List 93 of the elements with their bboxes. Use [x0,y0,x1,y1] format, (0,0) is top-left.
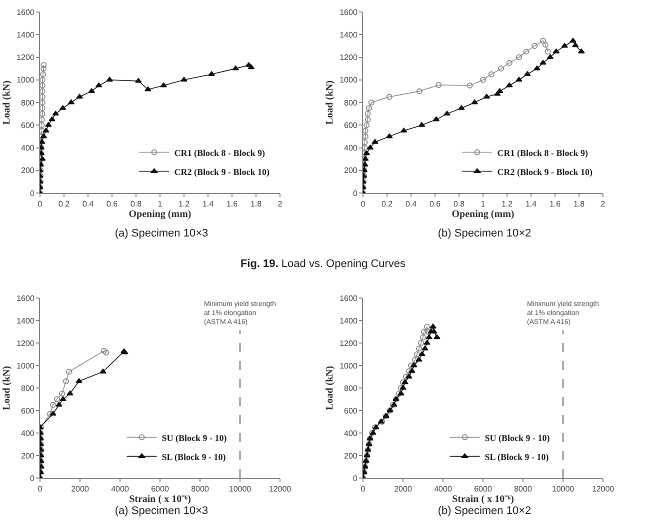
y-tick-label: 1000 [16,76,35,85]
y-tick-label: 800 [21,384,35,393]
y-tick-label: 0 [352,188,358,198]
x-axis-title: Opening (mm) [452,209,514,220]
x-tick-label: 10000 [552,484,575,494]
y-tick-label: 1600 [16,294,35,303]
legend-label: SL (Block 9 - 10) [484,452,549,462]
y-tick-label: 1400 [340,316,358,326]
x-tick-label: 0.4 [405,200,418,209]
y-tick-label: 400 [21,144,35,153]
x-tick-label: 0.2 [58,200,70,209]
x-tick-label: 2000 [394,484,412,494]
y-tick-label: 1200 [16,338,35,348]
legend-label: CR1 (Block 8 - Block 9) [497,148,588,158]
x-tick-label: 1.8 [250,200,262,209]
x-tick-label: 1.8 [573,200,586,209]
x-tick-label: 0.4 [82,200,94,209]
legend-label: CR2 (Block 9 - Block 10) [497,166,592,177]
y-tick-label: 1200 [340,53,358,62]
y-tick-label: 200 [344,166,358,176]
y-tick-label: 800 [21,98,35,108]
y-axis-title: Load (kN) [324,366,336,410]
x-tick-label: 2000 [71,484,90,494]
y-tick-label: 600 [344,406,358,416]
text: (b) Specimen 10×2 [438,505,532,518]
y-tick-label: 400 [344,428,358,438]
x-tick-label: 0 [360,200,366,209]
legend-label: CR2 (Block 9 - Block 10) [174,166,270,177]
x-tick-label: 1.6 [226,200,238,209]
y-tick-label: 400 [344,144,358,153]
y-tick-label: 1400 [16,30,35,40]
x-axis-title: Strain ( x 10⁻⁶) [129,494,191,506]
x-tick-label: 0.2 [381,200,394,209]
x-tick-label: 12000 [268,484,292,494]
y-axis-title: Load (kN) [2,366,13,410]
legend-label: SL (Block 9 - 10) [162,452,226,462]
y-tick-label: 800 [344,384,358,393]
text: (a) Specimen 10×3 [114,505,208,518]
x-tick-label: 4000 [111,484,130,494]
x-tick-label: 8000 [191,484,210,494]
x-tick-label: 1.4 [525,200,538,209]
y-tick-label: 1600 [16,8,35,17]
y-tick-label: 400 [21,428,35,438]
legend-label: SU (Block 9 - 10) [162,432,227,443]
y-tick-label: 0 [352,474,358,483]
x-axis-title: Strain ( x 10⁻⁶) [452,494,514,506]
y-tick-label: 1400 [340,30,358,40]
caption: Fig. 19. Load vs. Opening Curves [239,258,407,270]
y-tick-label: 600 [21,120,35,130]
y-tick-label: 0 [30,188,35,198]
y-tick-label: 1000 [16,361,35,370]
x-tick-label: 0.6 [429,200,442,209]
y-axis-title: Load (kN) [2,80,13,125]
x-tick-label: 1.2 [178,200,190,209]
x-tick-label: 10000 [228,484,252,494]
y-axis-title: Load (kN) [324,80,336,125]
y-tick-label: 800 [344,98,358,108]
x-tick-label: 2 [278,200,283,209]
y-tick-label: 1600 [340,294,358,303]
x-tick-label: 0 [360,484,366,494]
y-tick-label: 1000 [340,361,358,370]
x-tick-label: 0.8 [453,200,466,209]
y-tick-label: 600 [344,120,358,130]
x-tick-label: 6000 [474,484,492,494]
x-tick-label: 2 [600,200,606,209]
x-tick-label: 8000 [514,484,532,494]
x-tick-label: 6000 [151,484,170,494]
y-tick-label: 1200 [16,53,35,62]
y-tick-label: 1400 [16,316,35,326]
x-axis-title: Opening (mm) [128,209,192,220]
x-tick-label: 4000 [434,484,452,494]
text: (b) Specimen 10×2 [438,228,532,240]
y-tick-label: 200 [344,451,358,460]
legend-label: CR1 (Block 8 - Block 9) [174,148,265,158]
y-tick-label: 1200 [340,338,358,348]
x-tick-label: 0 [38,200,43,209]
x-tick-label: 1.6 [549,200,562,209]
text: (a) Specimen 10×3 [114,228,208,240]
y-tick-label: 1600 [340,8,358,17]
y-tick-label: 1000 [340,76,358,85]
x-tick-label: 0.6 [106,200,118,209]
x-tick-label: 0.8 [130,200,142,209]
x-tick-label: 1.4 [202,200,214,209]
y-tick-label: 600 [21,406,35,416]
y-tick-label: 200 [21,451,35,460]
legend-label: SU (Block 9 - 10) [484,432,550,443]
x-tick-label: 0 [38,484,43,494]
y-tick-label: 0 [30,474,35,483]
x-tick-label: 1 [158,200,163,209]
x-tick-label: 1.2 [501,200,514,209]
x-tick-label: 12000 [592,484,615,494]
y-tick-label: 200 [21,166,35,176]
x-tick-label: 1 [480,200,486,209]
